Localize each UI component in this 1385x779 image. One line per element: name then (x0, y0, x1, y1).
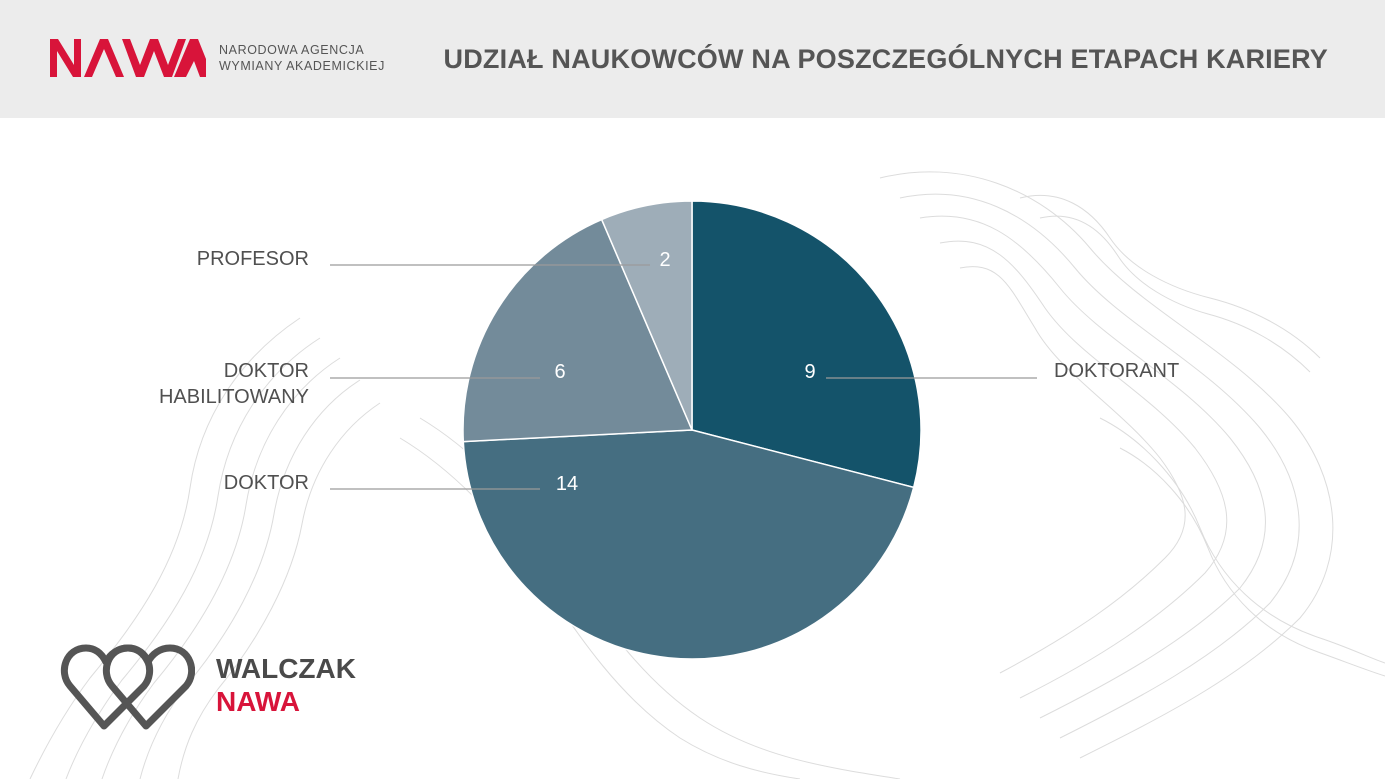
pie-slice-doktor (462, 429, 915, 660)
agency-line-1: NARODOWA AGENCJA (219, 43, 365, 57)
pie-slice-doktor-habilitowany (462, 218, 694, 443)
pie-slice-profesor (600, 200, 693, 431)
category-label-doktor-habilitowany-line-1: DOKTOR (224, 360, 309, 382)
double-heart-logo-icon (61, 644, 195, 730)
category-label-doktor-habilitowany-line-2: HABILITOWANY (159, 386, 309, 408)
pie-slice-doktorant (691, 200, 922, 489)
topographic-background (29, 171, 1385, 779)
value-label-profesor: 2 (659, 249, 670, 271)
brand-line-2: NAWA (216, 686, 300, 717)
brand-line-1: WALCZAK (216, 653, 356, 684)
agency-line-2: WYMIANY AKADEMICKIEJ (219, 59, 385, 73)
category-label-doktor: DOKTOR (224, 472, 309, 494)
category-label-profesor: PROFESOR (197, 248, 309, 270)
header-bar: NARODOWA AGENCJA WYMIANY AKADEMICKIEJ UD… (0, 0, 1385, 118)
pie-leader-lines (330, 264, 1037, 490)
agency-name: NARODOWA AGENCJA WYMIANY AKADEMICKIEJ (219, 42, 385, 74)
nawa-logo (50, 39, 206, 77)
value-label-doktor: 14 (556, 473, 578, 495)
page-title: UDZIAŁ NAUKOWCÓW NA POSZCZEGÓLNYCH ETAPA… (443, 44, 1328, 74)
pie-slices (462, 200, 922, 660)
value-label-doktor-habilitowany: 6 (554, 361, 565, 383)
category-label-doktorant: DOKTORANT (1054, 360, 1179, 382)
value-label-doktorant: 9 (804, 361, 815, 383)
walczak-nawa-brand: WALCZAK NAWA (216, 652, 356, 718)
